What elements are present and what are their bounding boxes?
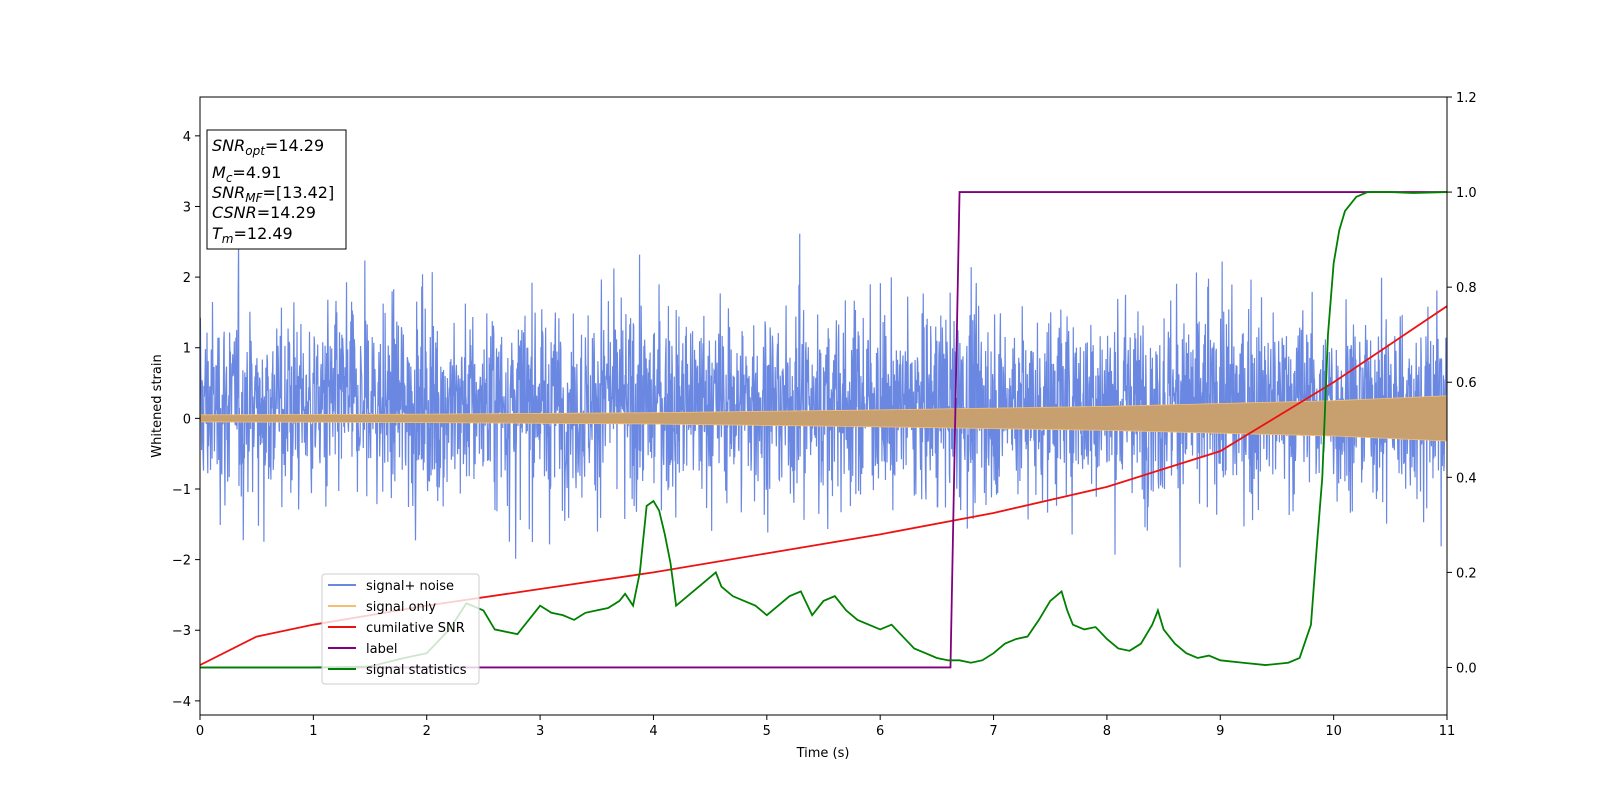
x-axis: 0 1 2 3 4 5 6 7 8 9 10 11 (196, 715, 1455, 739)
x-tick-label: 9 (1216, 724, 1224, 739)
legend-label-label: label (366, 642, 397, 657)
annotation-mc: Mc=4.91 (212, 163, 281, 185)
y-right-tick-label: 0.2 (1456, 566, 1477, 581)
y-left-tick-label: −3 (172, 624, 191, 639)
annotation-snr-opt: SNRopt=14.29 (212, 136, 324, 158)
series-signal-statistics (200, 191, 1447, 669)
y-axis-right: 1.2 1.0 0.8 0.6 0.4 0.2 0.0 (1447, 91, 1477, 676)
x-tick-label: 1 (309, 724, 317, 739)
series-layer (200, 191, 1447, 669)
x-tick-label: 8 (1103, 724, 1111, 739)
series-label (200, 191, 1447, 669)
y-left-tick-label: 4 (183, 130, 191, 145)
annotation-csnr: CSNR=14.29 (212, 203, 316, 222)
x-tick-label: 3 (536, 724, 544, 739)
legend-label-signal-only: signal only (366, 600, 436, 615)
x-tick-label: 2 (423, 724, 431, 739)
stats-annotation-box: SNRopt=14.29 Mc=4.91 SNRMF=[13.42] CSNR=… (206, 129, 347, 250)
y-left-tick-label: 3 (183, 200, 191, 215)
legend-label-cumulative-snr: cumilative SNR (366, 621, 465, 636)
y-right-tick-label: 1.0 (1456, 186, 1477, 201)
y-left-tick-label: 1 (183, 342, 191, 357)
y-axis-label: Whitened strain (150, 354, 165, 457)
series-signal-only (200, 395, 1447, 442)
annotation-snr-mf: SNRMF=[13.42] (212, 183, 334, 205)
legend: signal+ noise signal only cumilative SNR… (321, 573, 480, 685)
y-right-tick-label: 0.8 (1456, 281, 1477, 296)
legend-label-signal-plus-noise: signal+ noise (366, 579, 454, 594)
x-tick-label: 4 (649, 724, 657, 739)
y-right-tick-label: 0.4 (1456, 471, 1477, 486)
x-tick-label: 11 (1439, 724, 1456, 739)
legend-label-signal-statistics: signal statistics (366, 663, 467, 678)
y-left-tick-label: −1 (172, 483, 191, 498)
y-axis-left: 4 3 2 1 0 −1 −2 −3 −4 (172, 130, 200, 710)
plot-frame (199, 96, 1448, 716)
x-tick-label: 7 (989, 724, 997, 739)
y-left-tick-label: −2 (172, 554, 191, 569)
legend-box (321, 573, 480, 685)
y-right-tick-label: 0.6 (1456, 376, 1477, 391)
y-right-tick-label: 1.2 (1456, 91, 1477, 106)
x-tick-label: 10 (1325, 724, 1342, 739)
x-tick-label: 6 (876, 724, 884, 739)
annotation-tm: Tm=12.49 (212, 224, 293, 246)
y-left-tick-label: 2 (183, 271, 191, 286)
y-left-tick-label: 0 (183, 412, 191, 427)
x-axis-label: Time (s) (796, 746, 850, 761)
y-right-tick-label: 0.0 (1456, 661, 1477, 676)
series-signal-plus-noise (200, 233, 1447, 568)
x-tick-label: 0 (196, 724, 204, 739)
y-left-tick-label: −4 (172, 695, 191, 710)
x-tick-label: 5 (763, 724, 771, 739)
